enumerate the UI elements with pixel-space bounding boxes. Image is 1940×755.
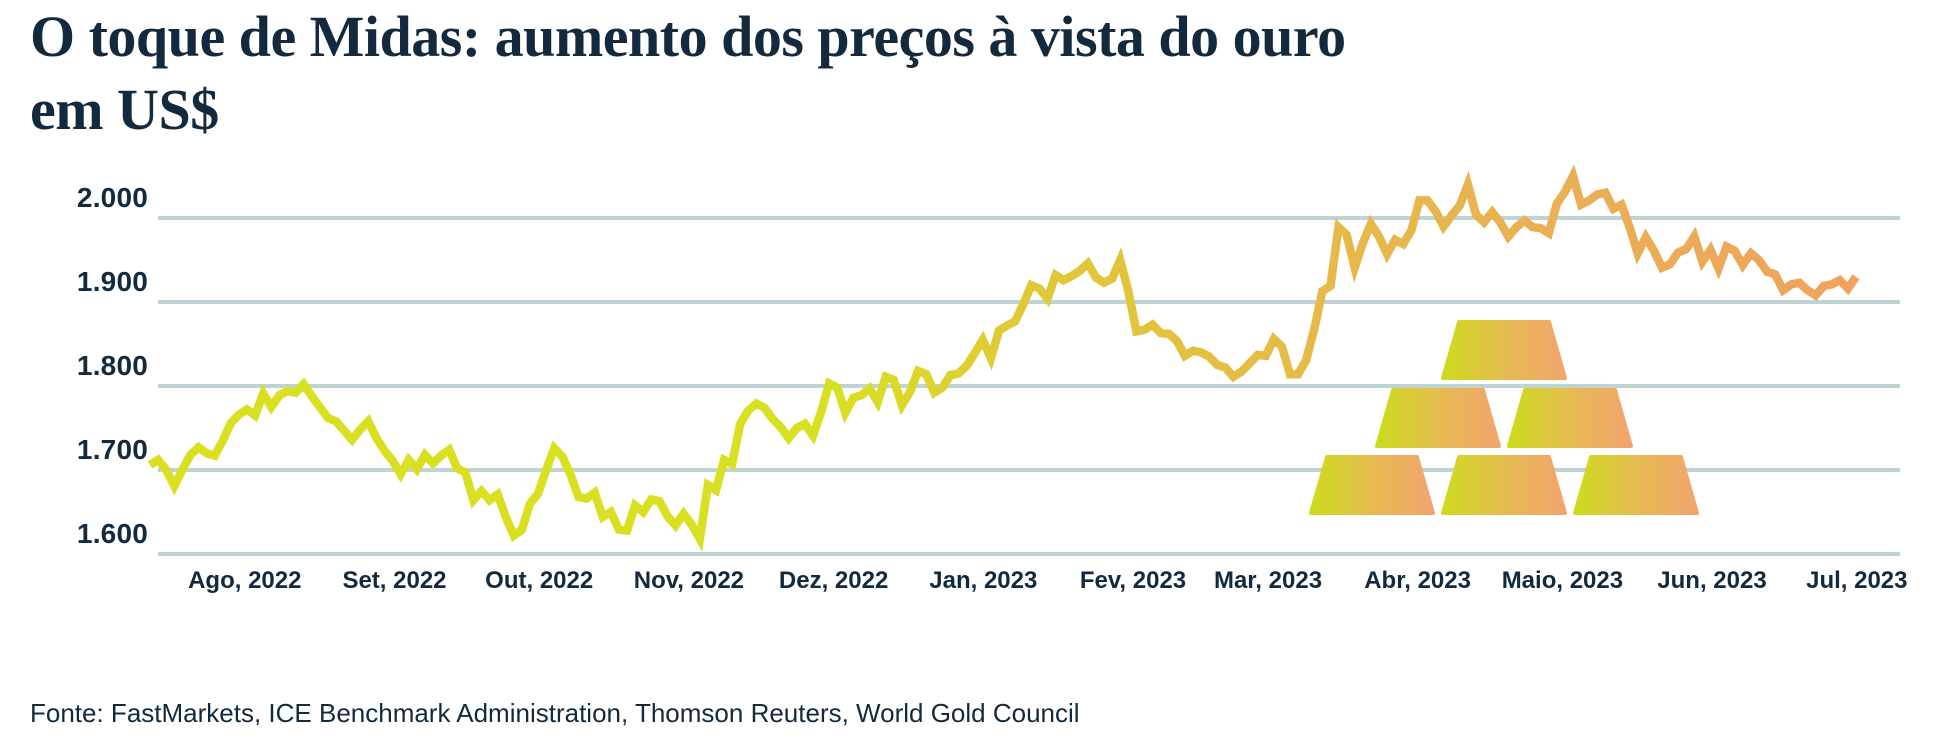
x-axis-label: Ago, 2022 xyxy=(188,567,302,594)
x-axis-label: Jun, 2023 xyxy=(1657,567,1767,594)
gold-bar-icon xyxy=(1309,455,1435,515)
y-axis-label: 1.800 xyxy=(76,350,148,381)
x-axis-label: Maio, 2023 xyxy=(1501,567,1624,594)
gold-bars-illustration xyxy=(1309,320,1699,515)
page-title: O toque de Midas: aumento dos preços à v… xyxy=(30,0,1650,146)
gold-bar-icon xyxy=(1573,455,1699,515)
title-line-1: O toque de Midas: aumento dos preços à v… xyxy=(30,4,1346,69)
x-axis-label: Abr, 2023 xyxy=(1364,567,1471,594)
gold-price-line xyxy=(147,164,1860,552)
source-note: Fonte: FastMarkets, ICE Benchmark Admini… xyxy=(30,698,1080,728)
x-axis-label: Set, 2022 xyxy=(342,567,447,594)
x-axis-label: Out, 2022 xyxy=(485,567,594,594)
y-axis-label: 1.700 xyxy=(76,434,148,465)
x-axis-label: Nov, 2022 xyxy=(633,567,745,594)
gold-bar-icon xyxy=(1507,388,1633,448)
title-line-2: em US$ xyxy=(30,77,219,143)
x-axis-label: Jul, 2023 xyxy=(1806,567,1908,594)
x-axis-label: Jan, 2023 xyxy=(929,567,1038,594)
gold-bar-icon xyxy=(1375,388,1501,448)
x-axis-label: Mar, 2023 xyxy=(1213,567,1323,594)
y-axis-label: 2.000 xyxy=(76,182,148,213)
x-axis-label: Dez, 2022 xyxy=(778,567,889,594)
y-axis-label: 1.900 xyxy=(76,266,148,297)
gold-bar-icon xyxy=(1441,455,1567,515)
x-axis-label: Fev, 2023 xyxy=(1079,567,1187,594)
gold-bar-icon xyxy=(1441,320,1567,380)
y-axis-label: 1.600 xyxy=(76,518,148,549)
